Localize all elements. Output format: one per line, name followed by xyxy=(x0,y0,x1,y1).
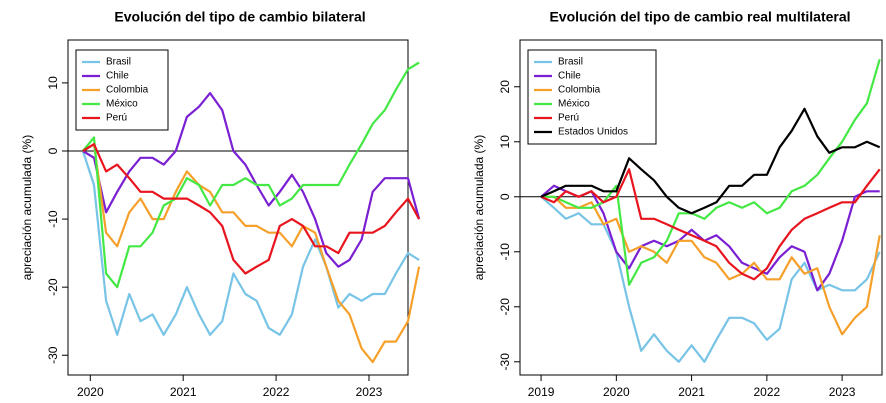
legend-label: Brasil xyxy=(558,57,583,68)
series-line xyxy=(82,61,420,289)
y-tick-label: 0 xyxy=(498,193,512,200)
series-line xyxy=(540,107,881,215)
x-tick-label: 2022 xyxy=(263,385,290,399)
legend-label: Perú xyxy=(558,113,579,124)
x-tick-label: 2021 xyxy=(678,385,705,399)
x-tick-label: 2023 xyxy=(829,385,856,399)
series-line xyxy=(540,195,881,363)
chart-title: Evolución del tipo de cambio bilateral xyxy=(114,9,365,25)
series-line xyxy=(82,143,421,275)
x-tick-label: 2023 xyxy=(356,385,383,399)
series-line xyxy=(541,195,881,336)
legend-label: Estados Unidos xyxy=(558,127,628,138)
legend-label: Colombia xyxy=(558,85,601,96)
y-axis-label: apreciación acumulada (%) xyxy=(472,135,486,280)
x-tick-label: 2019 xyxy=(528,385,555,399)
y-tick-label: -30 xyxy=(46,346,60,364)
y-tick-label: -20 xyxy=(46,278,60,296)
legend-label: Perú xyxy=(106,113,127,124)
x-tick-label: 2021 xyxy=(170,385,197,399)
series-line xyxy=(82,143,421,364)
y-tick-label: 10 xyxy=(498,135,512,149)
series-line xyxy=(540,184,880,292)
legend-box xyxy=(527,49,657,145)
legend-label: Chile xyxy=(106,71,129,82)
x-tick-label: 2022 xyxy=(754,385,781,399)
y-tick-label: -20 xyxy=(498,298,512,316)
y-tick-label: 20 xyxy=(498,80,512,94)
legend-label: México xyxy=(558,99,590,110)
chart-title: Evolución del tipo de cambio real multil… xyxy=(549,9,850,25)
series-line xyxy=(81,150,420,336)
plot-frame xyxy=(519,39,883,376)
series-line xyxy=(540,168,881,281)
plot-frame xyxy=(67,39,409,376)
y-tick-label: -10 xyxy=(498,243,512,261)
legend-label: Brasil xyxy=(106,57,131,68)
legend-label: México xyxy=(106,99,138,110)
y-tick-label: -10 xyxy=(46,210,60,228)
y-axis-label: apreciación acumulada (%) xyxy=(20,135,34,280)
x-tick-label: 2020 xyxy=(77,385,104,399)
y-tick-label: 0 xyxy=(46,147,60,154)
y-tick-label: -30 xyxy=(498,353,512,371)
legend-label: Colombia xyxy=(106,85,149,96)
legend-label: Chile xyxy=(558,71,581,82)
y-tick-label: 10 xyxy=(46,76,60,90)
series-line xyxy=(541,58,881,286)
x-tick-label: 2020 xyxy=(603,385,630,399)
series-line xyxy=(82,92,421,268)
